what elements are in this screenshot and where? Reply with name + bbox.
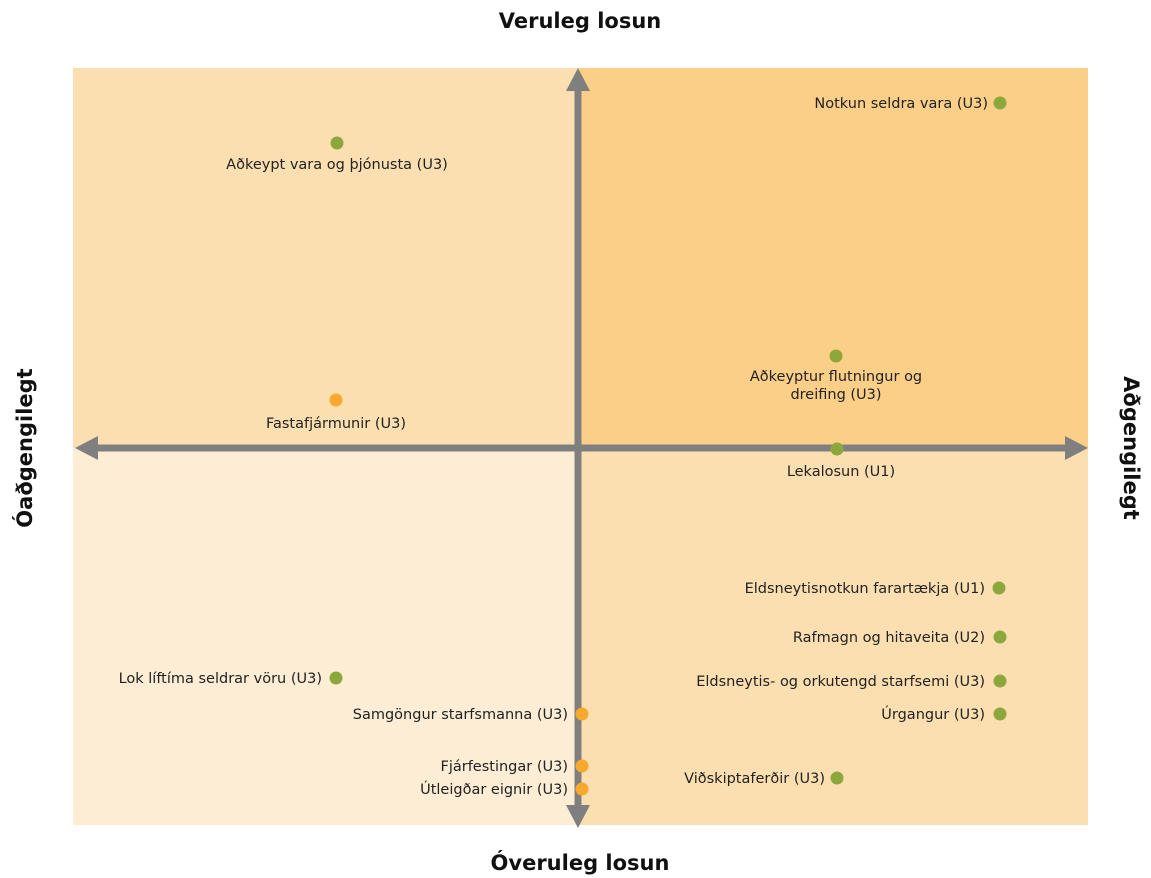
- node-label: Útleigðar eignir (U3): [420, 780, 568, 798]
- data-point: [993, 96, 1007, 110]
- node-label: Notkun seldra vara (U3): [814, 96, 988, 112]
- quadrant: [73, 448, 580, 825]
- axis-title: Aðgengilegt: [1119, 376, 1143, 520]
- node-label: Fastafjármunir (U3): [266, 416, 406, 432]
- node-label: Eldsneytisnotkun farartækja (U1): [745, 581, 985, 597]
- data-point: [575, 707, 589, 721]
- quadrant: [73, 68, 580, 448]
- data-point: [830, 771, 844, 785]
- data-point: [829, 349, 843, 363]
- data-point: [575, 782, 589, 796]
- node-label: Úrgangur (U3): [881, 705, 985, 723]
- node-label: Samgöngur starfsmanna (U3): [353, 707, 568, 723]
- axis-title: Óaðgengilegt: [12, 368, 37, 527]
- node-label: Lok líftíma seldrar vöru (U3): [119, 671, 322, 687]
- node-label-text: Aðkeyptur flutningur og dreifing (U3): [749, 369, 923, 403]
- data-point: [830, 442, 844, 456]
- data-point: [329, 671, 343, 685]
- quadrant: [580, 68, 1088, 448]
- node-label: Eldsneytis- og orkutengd starfsemi (U3): [696, 674, 985, 690]
- data-point: [992, 581, 1006, 595]
- data-point: [575, 759, 589, 773]
- data-point: [330, 136, 344, 150]
- axis-title: Óveruleg losun: [491, 850, 670, 875]
- axes: [75, 68, 1088, 828]
- axis-title: Veruleg losun: [499, 9, 661, 33]
- data-point: [993, 707, 1007, 721]
- node-label: Aðkeypt vara og þjónusta (U3): [226, 157, 448, 173]
- node-label: Viðskiptaferðir (U3): [684, 771, 825, 787]
- data-point: [993, 630, 1007, 644]
- data-point: [993, 674, 1007, 688]
- data-point: [329, 393, 343, 407]
- node-label: Rafmagn og hitaveita (U2): [793, 630, 985, 646]
- node-label: Lekalosun (U1): [787, 464, 895, 480]
- node-label: Aðkeyptur flutningur og dreifing (U3): [749, 369, 923, 403]
- node-label: Fjárfestingar (U3): [440, 759, 568, 775]
